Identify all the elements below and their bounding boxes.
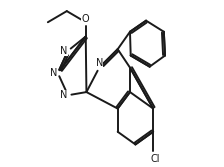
Text: N: N: [60, 46, 67, 56]
Text: Cl: Cl: [150, 154, 159, 164]
Text: N: N: [60, 90, 67, 100]
Text: N: N: [50, 68, 57, 78]
Text: O: O: [82, 14, 90, 24]
Text: N: N: [95, 58, 103, 68]
